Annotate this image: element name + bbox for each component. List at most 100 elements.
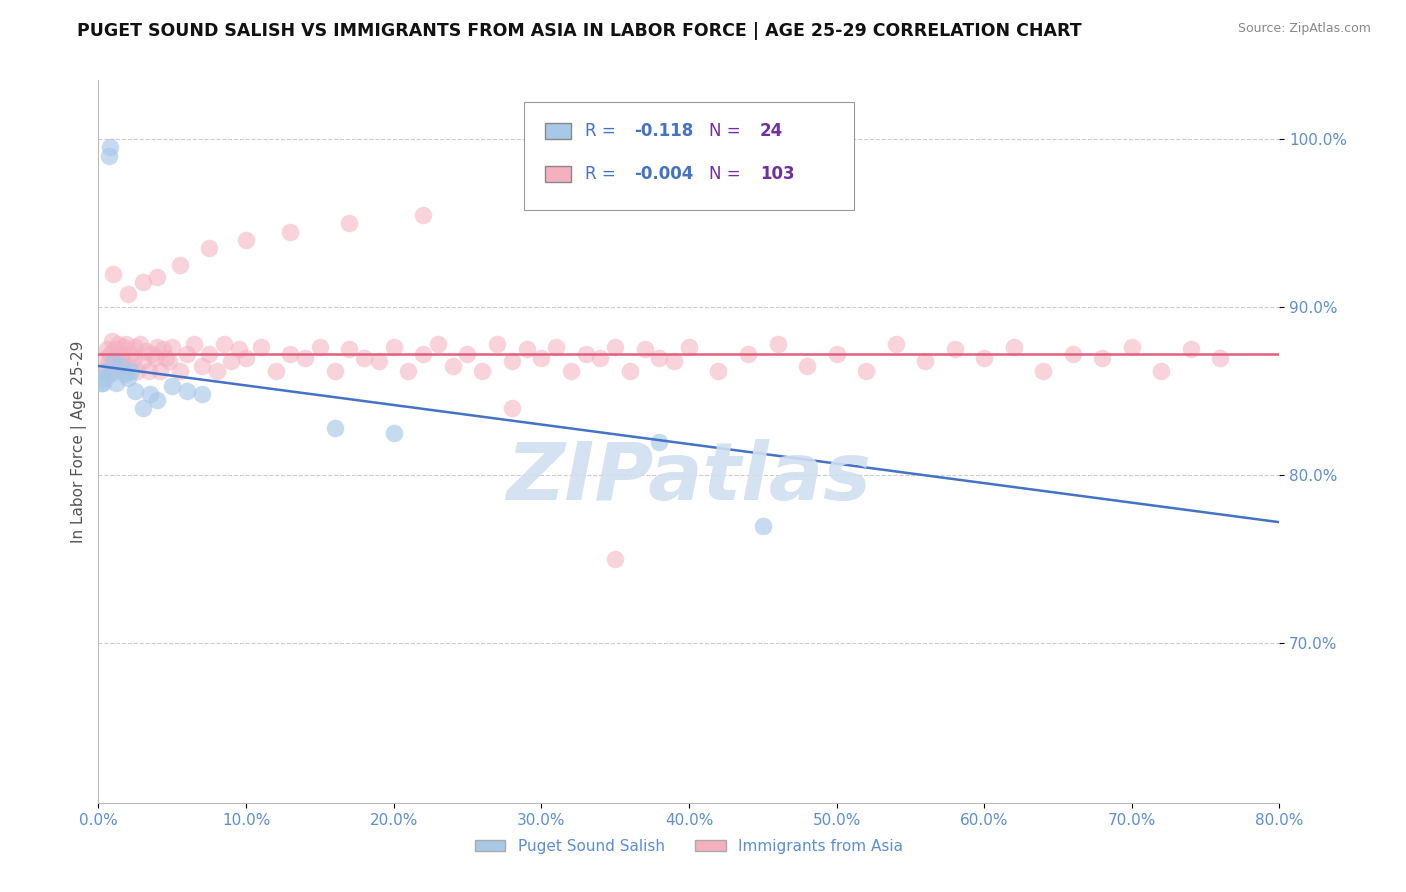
Point — [648, 351, 671, 365]
Point — [143, 351, 166, 365]
Point — [309, 341, 332, 355]
Point — [93, 370, 115, 384]
Point — [169, 258, 191, 272]
Point — [141, 347, 163, 361]
Text: -0.004: -0.004 — [634, 165, 695, 183]
Point — [176, 347, 198, 361]
Point — [198, 241, 221, 255]
Point — [323, 421, 346, 435]
Point — [96, 364, 118, 378]
Point — [605, 341, 627, 355]
Point — [825, 347, 848, 361]
Point — [546, 341, 568, 355]
Point — [97, 354, 120, 368]
Y-axis label: In Labor Force | Age 25-29: In Labor Force | Age 25-29 — [72, 341, 87, 542]
Point — [648, 434, 671, 449]
Point — [441, 359, 464, 373]
Point — [457, 347, 479, 361]
Point — [368, 354, 391, 368]
Point — [382, 341, 405, 355]
Point — [1032, 364, 1054, 378]
Point — [752, 518, 775, 533]
Point — [97, 149, 120, 163]
Point — [634, 342, 657, 356]
Point — [120, 347, 142, 361]
Point — [382, 426, 405, 441]
Point — [605, 552, 627, 566]
Point — [191, 387, 214, 401]
Point — [94, 351, 117, 365]
Point — [471, 364, 494, 378]
Point — [132, 354, 155, 368]
Point — [516, 342, 538, 356]
Point — [235, 351, 257, 365]
Point — [98, 140, 121, 154]
Point — [884, 337, 907, 351]
Point — [205, 364, 228, 378]
Point — [198, 347, 221, 361]
Point — [589, 351, 612, 365]
Text: N =: N = — [709, 122, 741, 140]
Point — [1209, 351, 1232, 365]
Point — [855, 364, 877, 378]
Point — [98, 347, 121, 361]
Point — [183, 337, 205, 351]
Point — [353, 351, 375, 365]
Point — [339, 342, 361, 356]
Point — [280, 225, 302, 239]
Point — [501, 401, 523, 415]
Point — [91, 364, 114, 378]
Point — [914, 354, 936, 368]
Point — [176, 384, 198, 398]
Point — [250, 341, 273, 355]
Point — [103, 267, 125, 281]
Point — [110, 347, 132, 361]
Text: R =: R = — [585, 165, 621, 183]
Point — [664, 354, 686, 368]
Point — [107, 337, 129, 351]
Text: N =: N = — [709, 165, 741, 183]
Point — [501, 354, 523, 368]
Point — [91, 376, 114, 390]
Point — [678, 341, 700, 355]
Point — [1150, 364, 1173, 378]
Point — [117, 286, 139, 301]
Point — [1121, 341, 1143, 355]
Legend: Puget Sound Salish, Immigrants from Asia: Puget Sound Salish, Immigrants from Asia — [468, 833, 910, 860]
Point — [339, 216, 361, 230]
Point — [122, 351, 145, 365]
Point — [323, 364, 346, 378]
Point — [619, 364, 641, 378]
Point — [112, 341, 135, 355]
Point — [114, 364, 136, 378]
Point — [212, 337, 235, 351]
Point — [111, 351, 134, 365]
Point — [125, 364, 148, 378]
Point — [117, 370, 139, 384]
Text: Source: ZipAtlas.com: Source: ZipAtlas.com — [1237, 22, 1371, 36]
Point — [530, 351, 553, 365]
Point — [100, 334, 122, 348]
Bar — [546, 166, 571, 182]
Point — [191, 359, 214, 373]
Point — [152, 342, 174, 356]
Point — [264, 364, 287, 378]
Point — [138, 364, 160, 378]
Point — [105, 376, 128, 390]
Point — [294, 351, 316, 365]
Text: 103: 103 — [759, 165, 794, 183]
Point — [90, 376, 112, 390]
Point — [486, 337, 509, 351]
Text: PUGET SOUND SALISH VS IMMIGRANTS FROM ASIA IN LABOR FORCE | AGE 25-29 CORRELATIO: PUGET SOUND SALISH VS IMMIGRANTS FROM AS… — [77, 22, 1083, 40]
Point — [146, 269, 169, 284]
Point — [135, 343, 157, 358]
Point — [1062, 347, 1084, 361]
Point — [1091, 351, 1114, 365]
Point — [560, 364, 582, 378]
Point — [120, 364, 142, 378]
Point — [124, 341, 146, 355]
Point — [707, 364, 730, 378]
Point — [103, 364, 125, 378]
FancyBboxPatch shape — [523, 102, 855, 211]
Point — [398, 364, 420, 378]
